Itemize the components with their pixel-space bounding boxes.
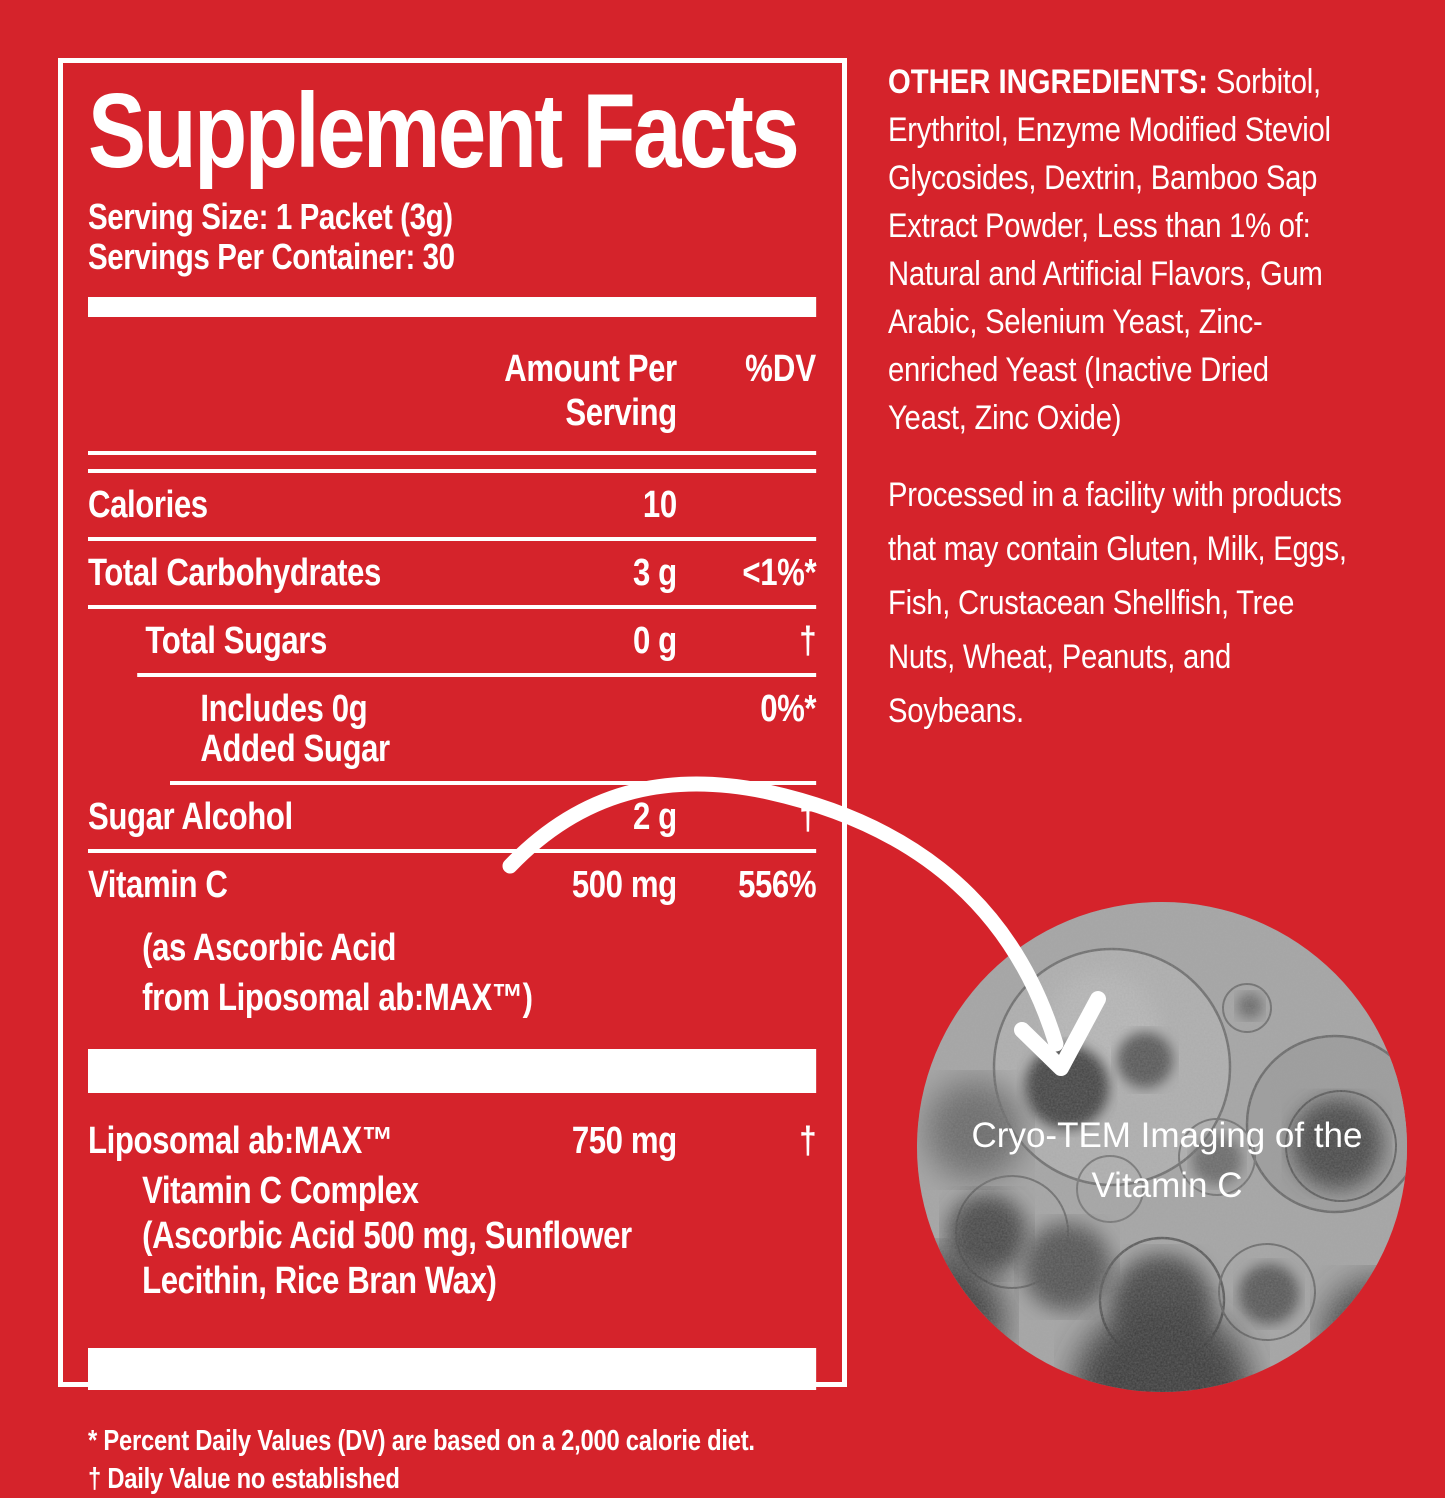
serving-size: Serving Size: 1 Packet (3g): [88, 196, 453, 237]
nutrient-name: Includes 0g Added Sugar: [200, 688, 390, 770]
vitamin-c-source-lines: (as Ascorbic Acid from Liposomal ab:MAX™…: [142, 927, 533, 1019]
table-row: Total Carbohydrates 3 g <1%*: [88, 541, 817, 605]
header-amount-per-serving: Amount Per Serving: [504, 348, 677, 434]
cryo-tem-image: Cryo-TEM Imaging of the Vitamin C: [917, 902, 1407, 1392]
tem-caption-line2: Vitamin C: [1091, 1166, 1242, 1205]
panel-title: Supplement Facts: [88, 72, 800, 190]
nutrient-name: Sugar Alcohol: [88, 796, 293, 838]
other-ingredients-paragraph: OTHER INGREDIENTS: Sorbitol, Erythritol,…: [888, 58, 1438, 442]
nutrient-amount: 3 g: [632, 552, 677, 594]
table-row: Total Sugars 0 g †: [88, 609, 816, 673]
nutrient-name: Liposomal ab:MAX™: [88, 1120, 393, 1162]
panel-content: Supplement Facts Serving Size: 1 Packet …: [88, 71, 817, 1498]
other-ingredients-first-line: Sorbitol,: [1208, 63, 1321, 101]
table-row: Calories 10: [88, 473, 816, 537]
nutrient-amount: 500 mg: [571, 864, 677, 906]
liposomal-complex-lines: Vitamin C Complex (Ascorbic Acid 500 mg,…: [142, 1170, 632, 1302]
table-header: Amount Per Serving %DV: [88, 347, 816, 435]
nutrient-name: Vitamin C: [88, 864, 228, 906]
nutrient-amount: 2 g: [632, 796, 677, 838]
nutrient-dv: †: [799, 1120, 817, 1162]
label-canvas: Supplement Facts Serving Size: 1 Packet …: [58, 58, 1438, 1495]
row-rule: [88, 537, 817, 541]
servings-per-container: Servings Per Container: 30: [88, 236, 455, 277]
row-rule-indented: [137, 673, 817, 677]
row-rule-indented: [170, 781, 817, 785]
table-row: Includes 0g Added Sugar 0%*: [88, 677, 816, 781]
nutrient-dv: †: [799, 620, 817, 662]
separator-bar-top: [88, 297, 817, 317]
table-row: Sugar Alcohol 2 g †: [88, 785, 817, 849]
other-ingredients-lines: Erythritol, Enzyme Modified Steviol Glyc…: [888, 111, 1331, 437]
table-row-vitamin-c: Vitamin C 500 mg 556%: [88, 853, 817, 917]
other-ingredients-label: OTHER INGREDIENTS:: [888, 63, 1209, 101]
table-row-liposomal: Liposomal ab:MAX™ 750 mg †: [88, 1120, 817, 1162]
nutrient-name: Total Carbohydrates: [88, 552, 381, 594]
nutrient-amount: 0 g: [632, 620, 677, 662]
nutrient-dv: 0%*: [760, 688, 817, 730]
supplement-facts-panel: Supplement Facts Serving Size: 1 Packet …: [58, 58, 847, 1495]
row-rule: [88, 605, 817, 609]
nutrient-dv: †: [799, 796, 817, 838]
header-dv: %DV: [745, 348, 817, 390]
nutrient-amount: 750 mg: [571, 1120, 677, 1162]
nutrient-name: Calories: [88, 484, 208, 526]
allergen-statement: Processed in a facility with products th…: [888, 476, 1347, 730]
nutrient-amount: 10: [642, 484, 677, 526]
nutrient-dv: <1%*: [742, 552, 817, 594]
tem-micrograph: Cryo-TEM Imaging of the Vitamin C: [917, 902, 1407, 1392]
header-double-rule: [88, 451, 817, 473]
row-rule: [88, 849, 817, 853]
footnotes: * Percent Daily Values (DV) are based on…: [88, 1425, 755, 1495]
separator-bar-middle: [88, 1049, 817, 1093]
nutrient-dv: 556%: [738, 864, 817, 906]
serving-info: Serving Size: 1 Packet (3g) Servings Per…: [88, 197, 816, 277]
separator-bar-bottom: [88, 1348, 817, 1390]
tem-caption-line1: Cryo-TEM Imaging of the: [972, 1116, 1363, 1155]
nutrient-name: Total Sugars: [145, 620, 327, 662]
right-column: OTHER INGREDIENTS: Sorbitol, Erythritol,…: [888, 58, 1438, 738]
